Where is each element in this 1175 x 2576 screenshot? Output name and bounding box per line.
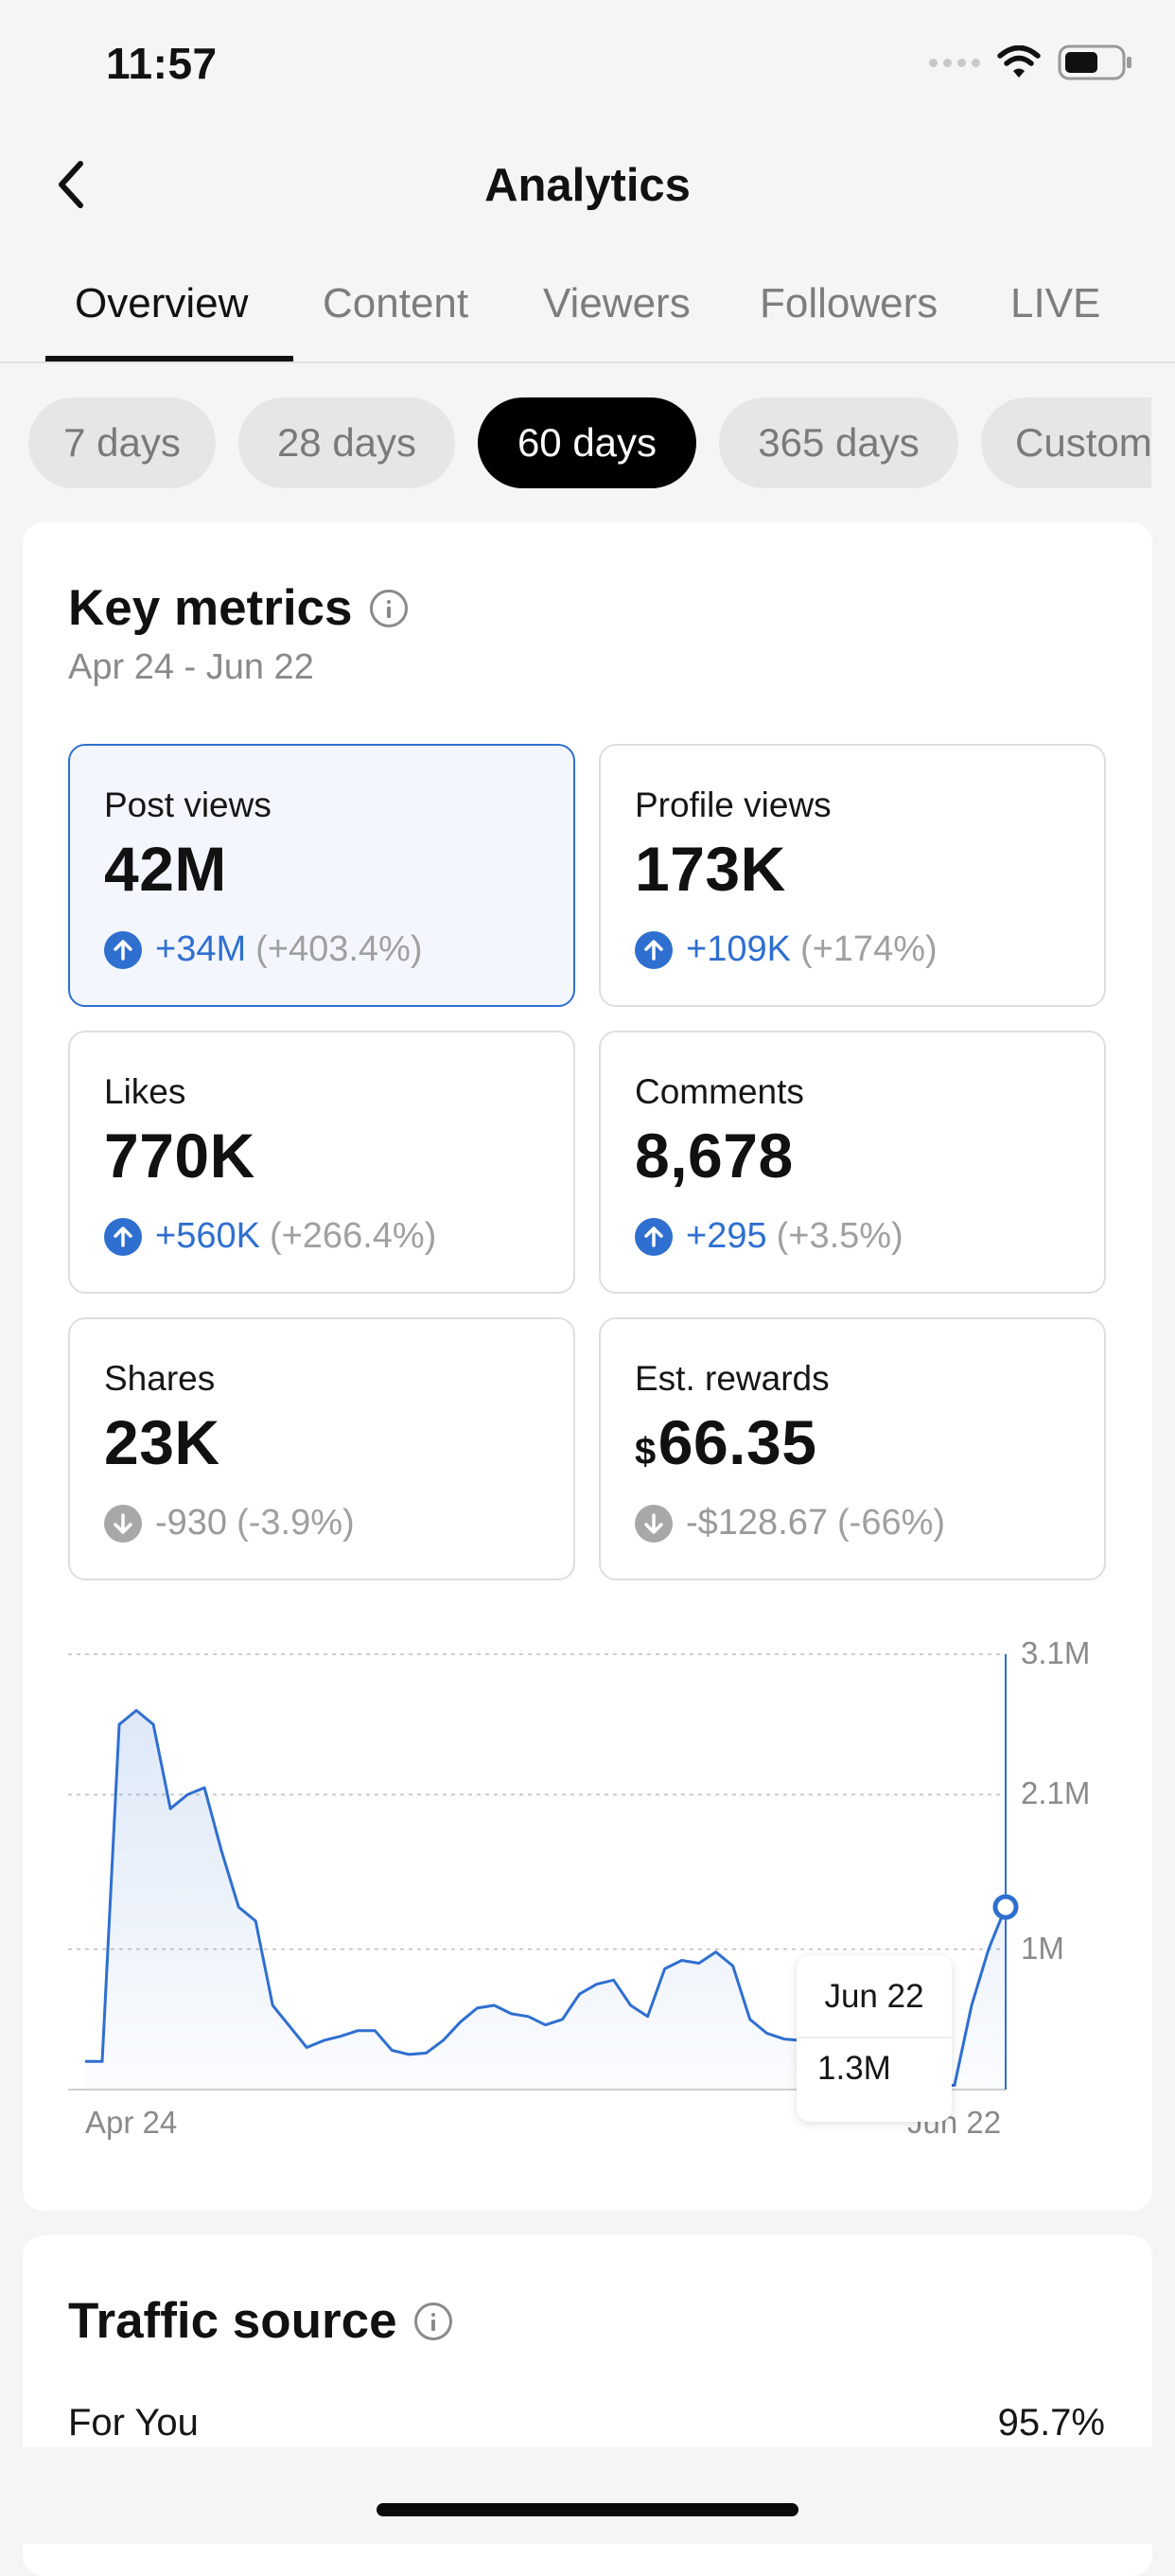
metric-value: 42M	[104, 834, 227, 904]
key-metrics-title: Key metrics	[68, 580, 353, 636]
arrow-up-icon	[104, 1217, 142, 1256]
metric-delta: -$128.67	[686, 1503, 829, 1543]
info-icon[interactable]	[369, 589, 408, 627]
tab-bar: Overview Content Viewers Followers LIVE	[0, 276, 1175, 363]
arrow-up-icon	[635, 1217, 673, 1256]
traffic-source-label: For You	[68, 2402, 199, 2444]
traffic-source-header: Traffic source	[68, 2292, 452, 2350]
metric-profile-views[interactable]: Profile views 173K +109K (+174%)	[599, 744, 1106, 1007]
metric-value-amount: 66.35	[658, 1407, 817, 1477]
tooltip-value: 1.3M	[817, 2050, 891, 2087]
page-title: Analytics	[484, 160, 691, 211]
metric-shares[interactable]: Shares 23K -930 (-3.9%)	[68, 1317, 575, 1580]
metric-est-rewards[interactable]: Est. rewards $66.35 -$128.67 (-66%)	[599, 1317, 1106, 1580]
metric-value: $66.35	[635, 1406, 816, 1478]
metric-label: Comments	[635, 1072, 804, 1111]
period-chip-7-days[interactable]: 7 days	[28, 397, 216, 488]
arrow-down-icon	[104, 1504, 142, 1543]
period-chip-28-days[interactable]: 28 days	[238, 397, 455, 488]
period-chip-60-days[interactable]: 60 days	[478, 397, 696, 488]
chart-cursor-point[interactable]	[992, 1894, 1019, 1920]
metric-label: Shares	[104, 1359, 216, 1398]
traffic-source-title: Traffic source	[68, 2293, 397, 2349]
tab-content[interactable]: Content	[323, 280, 469, 326]
metric-delta: +109K	[686, 929, 791, 969]
battery-icon	[1058, 44, 1131, 80]
period-chip-365-days[interactable]: 365 days	[719, 397, 958, 488]
metric-change: +560K (+266.4%)	[104, 1216, 436, 1257]
metric-change: -$128.67 (-66%)	[635, 1503, 945, 1544]
metric-value: 23K	[104, 1407, 220, 1477]
metric-delta: -930	[155, 1503, 228, 1543]
metric-comments[interactable]: Comments 8,678 +295 (+3.5%)	[599, 1031, 1106, 1294]
wifi-icon	[997, 45, 1041, 78]
y-axis-tick-label: 1M	[1021, 1930, 1064, 1966]
y-axis-tick-label: 2.1M	[1021, 1775, 1091, 1811]
metric-label: Est. rewards	[635, 1359, 830, 1398]
chart-tooltip: Jun 22 1.3M	[797, 1955, 952, 2122]
tab-live[interactable]: LIVE	[1010, 280, 1101, 326]
metric-percent: (-66%)	[837, 1503, 946, 1543]
cellular-signal-icon	[929, 58, 980, 67]
key-metrics-header: Key metrics	[68, 579, 408, 637]
period-chip-custom[interactable]: Custom	[981, 397, 1151, 488]
metric-percent: (+3.5%)	[776, 1216, 903, 1256]
metric-change: +295 (+3.5%)	[635, 1216, 903, 1257]
tooltip-date: Jun 22	[797, 1955, 952, 2038]
tab-active-indicator	[45, 356, 293, 362]
metric-change: -930 (-3.9%)	[104, 1503, 355, 1544]
back-button[interactable]	[38, 151, 104, 218]
y-axis-tick-label: 3.1M	[1021, 1635, 1091, 1670]
bottom-bar	[0, 2447, 1175, 2544]
home-indicator[interactable]	[377, 2503, 798, 2516]
date-range: Apr 24 - Jun 22	[68, 647, 314, 687]
metric-delta: +560K	[155, 1216, 260, 1256]
metric-percent: (+266.4%)	[269, 1216, 437, 1256]
metric-likes[interactable]: Likes 770K +560K (+266.4%)	[68, 1031, 575, 1294]
tab-overview[interactable]: Overview	[75, 280, 249, 326]
chart-area	[85, 1710, 1006, 2090]
metric-change: +109K (+174%)	[635, 929, 938, 970]
metric-value: 173K	[635, 834, 786, 904]
status-icons	[929, 42, 1133, 83]
metric-label: Profile views	[635, 785, 832, 824]
post-views-chart[interactable]	[68, 1628, 1109, 2158]
metric-post-views[interactable]: Post views 42M +34M (+403.4%)	[68, 744, 575, 1007]
metric-value: 770K	[104, 1120, 255, 1191]
chevron-left-icon	[59, 161, 83, 208]
metric-change: +34M (+403.4%)	[104, 929, 423, 970]
metric-label: Likes	[104, 1072, 186, 1111]
traffic-source-value: 95.7%	[997, 2402, 1105, 2444]
status-time: 11:57	[106, 39, 218, 88]
metric-percent: (+174%)	[799, 929, 938, 969]
arrow-up-icon	[104, 930, 142, 969]
metric-percent: (-3.9%)	[237, 1503, 355, 1543]
x-axis-tick-label: Apr 24	[85, 2105, 178, 2140]
info-icon[interactable]	[413, 2302, 452, 2340]
tab-followers[interactable]: Followers	[760, 280, 938, 326]
currency-symbol: $	[635, 1431, 657, 1473]
arrow-up-icon	[635, 930, 673, 969]
metric-delta: +295	[686, 1216, 767, 1256]
metric-value: 8,678	[635, 1120, 794, 1191]
tab-viewers[interactable]: Viewers	[543, 280, 691, 326]
metric-label: Post views	[104, 785, 272, 824]
metric-delta: +34M	[155, 929, 247, 969]
metric-percent: (+403.4%)	[255, 929, 423, 969]
arrow-down-icon	[635, 1504, 673, 1543]
